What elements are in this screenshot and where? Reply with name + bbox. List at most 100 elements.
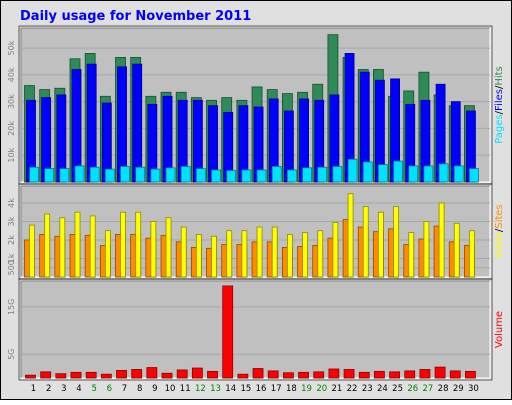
bar-sites-day-3 [59, 217, 66, 278]
bar-sites-day-12 [195, 234, 202, 278]
x-tick-label-day-19: 19 [301, 384, 312, 394]
bar-pages-day-5 [89, 166, 100, 183]
x-tick-label-day-12: 12 [195, 384, 206, 394]
bar-files-day-5 [86, 63, 97, 183]
y-tick-label: 50k [7, 40, 16, 55]
bar-volume-day-12 [191, 367, 203, 379]
bar-pages-day-30 [469, 168, 479, 183]
bar-volume-day-21 [328, 368, 340, 379]
label-separator: / [494, 110, 505, 114]
x-tick-label-day-23: 23 [362, 384, 373, 394]
bar-volume-day-9 [146, 367, 158, 379]
bar-volume-day-17 [267, 370, 279, 379]
bar-sites-day-6 [104, 230, 111, 278]
x-tick-label-day-4: 4 [76, 384, 81, 394]
x-tick-label-day-29: 29 [453, 384, 464, 394]
chart-panels: 50k40k30k20k10kPages/Files/Hits4k3k2k1k5… [7, 25, 505, 381]
y-tick-label: 40k [7, 67, 16, 82]
bar-volume-day-2 [40, 371, 52, 379]
bar-sites-day-2 [44, 213, 51, 278]
bar-sites-day-9 [150, 221, 157, 278]
y-tick-label: 15G [7, 299, 16, 315]
bar-pages-day-8 [135, 166, 146, 183]
y-tick-label: 3k [7, 216, 16, 226]
x-tick-label-day-21: 21 [331, 384, 342, 394]
x-tick-label-day-15: 15 [240, 384, 251, 394]
bar-pages-day-28 [438, 163, 449, 183]
x-tick-label-day-10: 10 [165, 384, 176, 394]
label-part-pages: Pages [494, 114, 505, 143]
bar-sites-day-20 [317, 230, 324, 278]
bar-pages-day-21 [332, 166, 343, 183]
bar-volume-day-15 [237, 373, 249, 379]
label-part-files: Files [494, 89, 505, 111]
x-tick-label-day-17: 17 [271, 384, 282, 394]
bar-sites-day-17 [271, 226, 278, 278]
x-tick-label-day-22: 22 [347, 384, 358, 394]
bar-pages-day-14 [226, 170, 237, 183]
label-part-sites: Sites [494, 204, 505, 228]
panel-label-visits-sites: Visits/Sites [494, 204, 505, 258]
bar-volume-day-16 [252, 368, 264, 379]
x-tick-label-day-5: 5 [91, 384, 96, 394]
x-tick-label-day-11: 11 [180, 384, 191, 394]
bar-volume-day-29 [449, 370, 461, 379]
y-tick-label: 500 [7, 260, 16, 275]
x-axis-labels: 1 2 3 4 5 6 7 8 9 10 11 12 13 14 15 16 17 18 19 20 21 22 23 24 2… [31, 384, 479, 394]
x-tick-label-day-3: 3 [61, 384, 66, 394]
bar-volume-day-13 [207, 370, 218, 379]
x-tick-label-day-16: 16 [256, 384, 267, 394]
bar-volume-day-8 [131, 369, 143, 379]
bar-sites-day-5 [89, 215, 96, 278]
bar-volume-day-24 [374, 370, 385, 379]
panel-label-volume: Volume [494, 311, 505, 348]
bar-pages-day-27 [423, 165, 434, 183]
bar-volume-day-1 [25, 374, 36, 379]
y-tick-label: 4k [7, 198, 16, 208]
bar-sites-day-10 [165, 217, 172, 278]
bar-sites-day-4 [74, 211, 81, 278]
x-tick-label-day-26: 26 [407, 384, 418, 394]
bar-sites-day-16 [256, 226, 263, 278]
bar-pages-day-23 [362, 161, 373, 183]
x-tick-label-day-6: 6 [107, 384, 112, 394]
bar-pages-day-10 [165, 167, 176, 183]
bar-sites-day-23 [362, 206, 369, 278]
bar-pages-day-18 [286, 169, 297, 183]
bar-volume-day-28 [434, 366, 446, 379]
bar-volume-day-11 [176, 369, 188, 379]
bar-sites-day-25 [393, 206, 399, 278]
panel-label-hits-files-pages: Pages/Files/Hits [494, 66, 505, 144]
bar-volume-day-19 [298, 371, 309, 379]
y-tick-label: 20k [7, 121, 16, 136]
bar-files-day-4 [71, 69, 82, 183]
y-tick-label: 2k [7, 235, 16, 245]
bar-pages-day-6 [104, 168, 115, 183]
label-separator: / [494, 228, 505, 232]
x-tick-label-day-8: 8 [137, 384, 142, 394]
bar-pages-day-25 [393, 160, 403, 183]
bar-sites-day-14 [226, 230, 233, 278]
y-tick-label: 1k [7, 253, 16, 263]
x-tick-label-day-25: 25 [392, 384, 403, 394]
bar-sites-day-18 [286, 234, 293, 278]
panel-volume: 15G 5G Volume [7, 278, 505, 381]
chart-title: Daily usage for November 2011 [20, 9, 251, 24]
x-tick-label-day-30: 30 [468, 384, 479, 394]
bar-files-day-7 [117, 66, 127, 183]
bar-pages-day-12 [195, 168, 206, 183]
label-part-visits: Visits [494, 232, 505, 259]
bar-pages-day-13 [211, 169, 221, 183]
x-tick-label-day-20: 20 [316, 384, 327, 394]
bar-pages-day-11 [180, 166, 191, 183]
bar-pages-day-7 [120, 166, 130, 183]
bar-pages-day-15 [241, 169, 252, 183]
label-separator: / [494, 85, 505, 89]
plot-area [21, 281, 490, 378]
bar-sites-day-1 [29, 224, 35, 278]
bar-sites-day-13 [211, 235, 217, 278]
bar-pages-day-24 [378, 164, 388, 183]
bar-pages-day-19 [302, 167, 312, 183]
x-tick-label-day-13: 13 [210, 384, 221, 394]
